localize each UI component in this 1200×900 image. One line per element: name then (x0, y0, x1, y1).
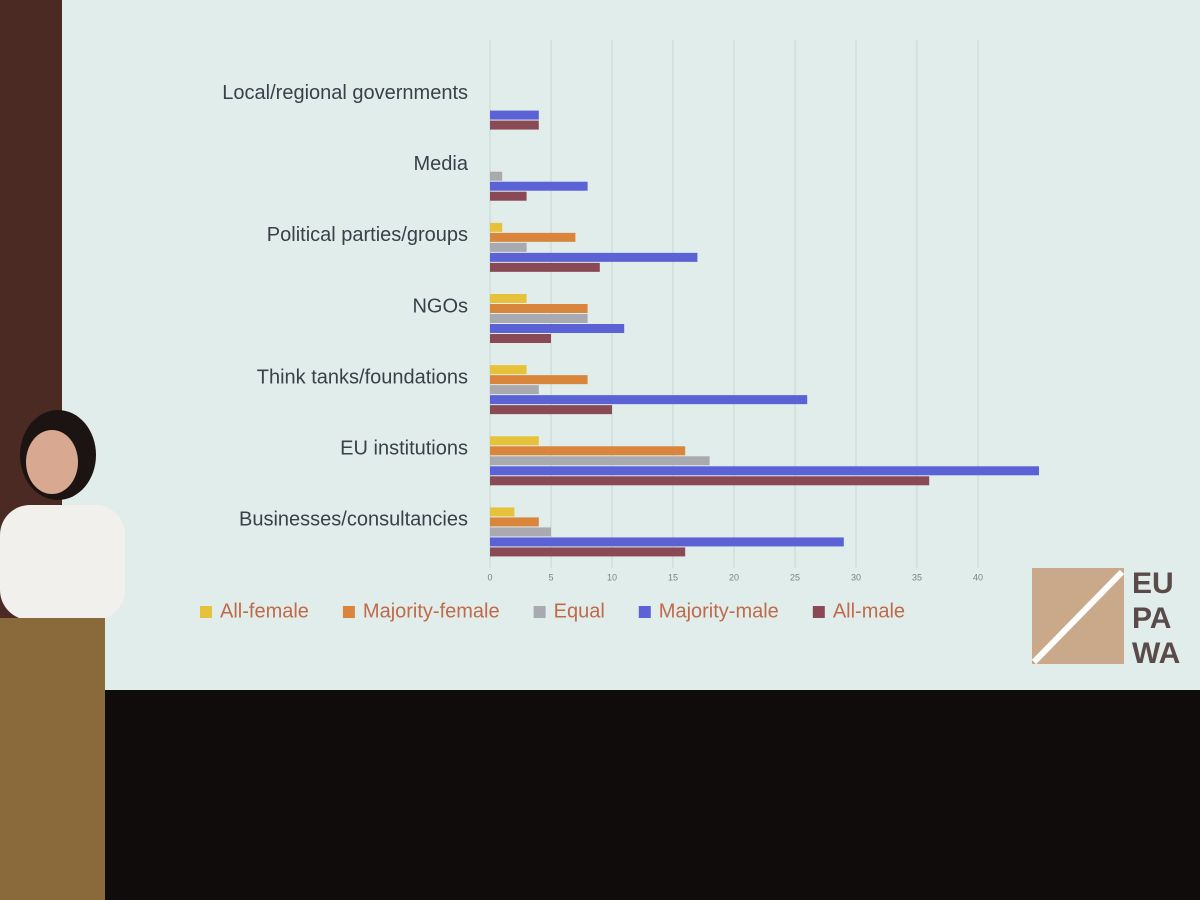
bar (490, 262, 600, 272)
legend-label: All-female (220, 600, 309, 622)
bar (490, 191, 527, 201)
legend-label: All-male (833, 600, 905, 622)
bar (490, 294, 527, 303)
screen (62, 0, 1200, 690)
speaker-trousers (0, 618, 105, 900)
bar (490, 537, 844, 547)
category-label: Think tanks/foundations (257, 366, 468, 388)
bar (490, 456, 710, 466)
bar (490, 324, 625, 333)
legend-swatch (200, 606, 212, 618)
stage (0, 680, 1200, 900)
bar (490, 466, 1039, 476)
bar (490, 304, 588, 313)
legend-swatch (533, 606, 546, 618)
bar (490, 181, 588, 191)
x-tick-label: 35 (912, 572, 922, 582)
category-label: Political parties/groups (267, 224, 468, 246)
x-tick-label: 10 (607, 572, 617, 582)
legend-swatch (812, 606, 825, 618)
category-label: EU institutions (340, 438, 468, 460)
bar (490, 507, 515, 517)
bar (490, 527, 551, 537)
bar (490, 375, 588, 385)
bar (490, 395, 808, 405)
x-tick-label: 25 (790, 572, 800, 582)
category-label: Local/regional governments (222, 82, 468, 104)
bar (490, 385, 539, 395)
logo-slash (1031, 569, 1125, 665)
chart: 0 5 10 15 20 25 30 35 40 Local/regional governmen… (200, 40, 1039, 622)
bar (490, 171, 503, 181)
x-tick-label: 30 (851, 572, 861, 582)
bar (490, 222, 503, 232)
category-label: Media (414, 153, 469, 175)
bar (490, 365, 527, 375)
category-label: Businesses/consultancies (239, 509, 468, 531)
speaker-face (26, 430, 78, 494)
logo-text: WA (1132, 637, 1180, 670)
x-tick-label: 0 (487, 572, 492, 582)
bar (490, 252, 698, 262)
speaker (0, 410, 125, 900)
x-tick-label: 15 (668, 572, 678, 582)
bar (490, 120, 539, 130)
bar (490, 110, 539, 120)
x-tick-label: 40 (973, 572, 983, 582)
bar (490, 232, 576, 242)
bar (490, 242, 527, 252)
bar (490, 436, 539, 446)
x-tick-label: 5 (548, 572, 553, 582)
legend-label: Majority-male (659, 600, 779, 622)
logo-text: EU (1132, 567, 1174, 600)
bar (490, 517, 539, 527)
bar (490, 334, 551, 343)
bar (490, 314, 588, 323)
bar (490, 446, 686, 456)
screen-glow (62, 0, 1200, 690)
legend-swatch (638, 606, 651, 618)
logo-text: PA (1132, 602, 1171, 635)
bar (490, 405, 612, 415)
legend-label: Majority-female (363, 600, 500, 622)
bar (490, 476, 930, 486)
legend-label: Equal (554, 600, 605, 622)
speaker-shirt (0, 505, 125, 620)
bar (490, 547, 686, 557)
legend-swatch (342, 606, 355, 618)
category-label: NGOs (412, 295, 468, 317)
x-tick-label: 20 (729, 572, 739, 582)
